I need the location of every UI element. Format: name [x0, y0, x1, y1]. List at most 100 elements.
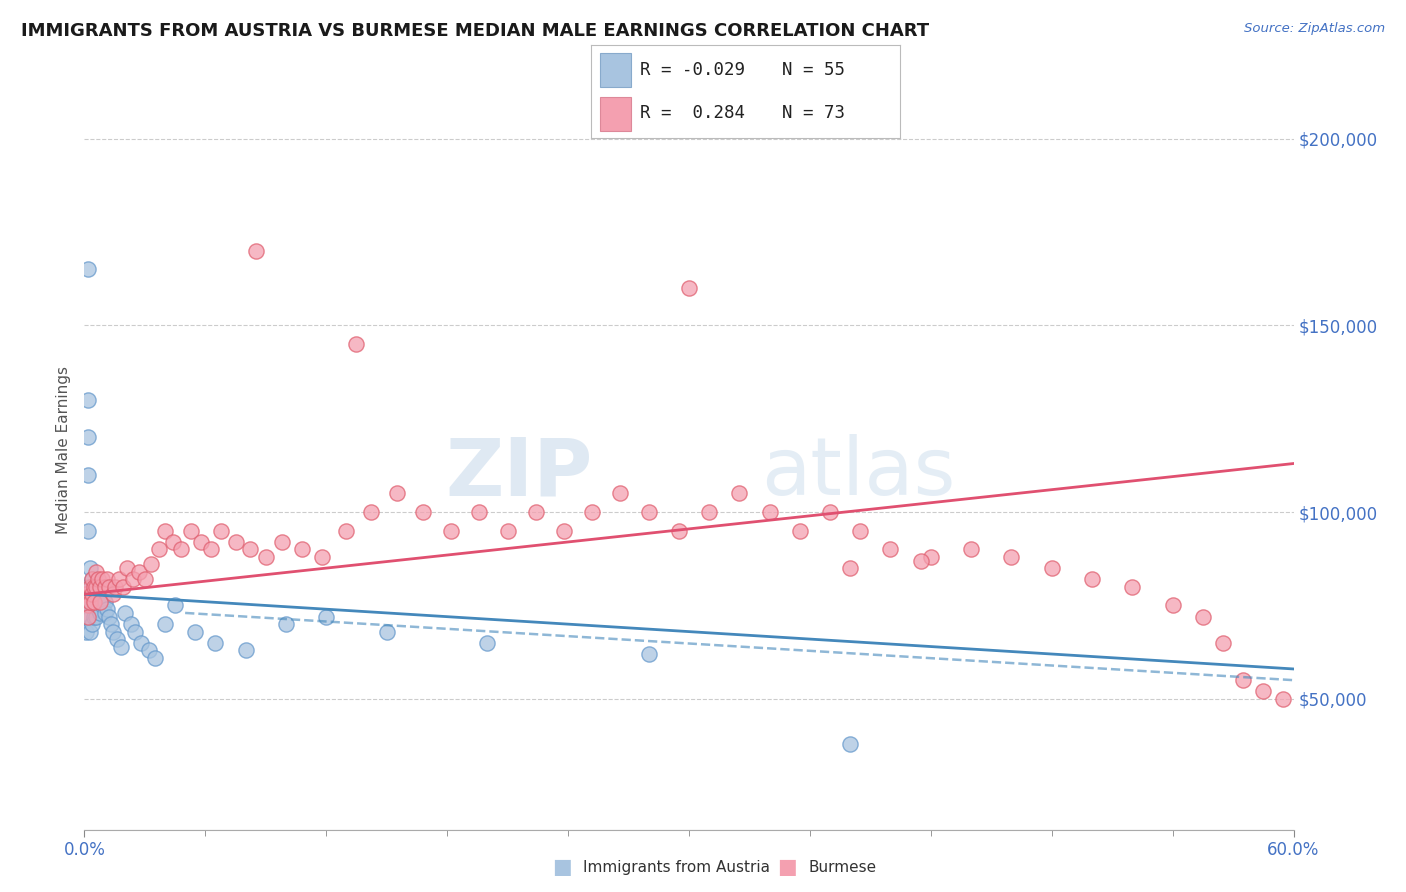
Point: [87, 572, 110, 586]
Point: [468, 505, 491, 519]
Point: [138, 643, 160, 657]
Point: [77, 599, 100, 613]
Point: [960, 542, 983, 557]
Point: [375, 624, 398, 639]
Text: N = 73: N = 73: [782, 104, 845, 122]
Point: [82, 599, 104, 613]
Point: [77, 609, 100, 624]
Point: [1232, 673, 1254, 688]
Point: [97, 609, 120, 624]
Point: [115, 561, 138, 575]
Point: [134, 572, 156, 586]
Point: [93, 595, 115, 609]
Point: [101, 624, 124, 639]
Point: [77, 524, 100, 538]
Point: [920, 549, 942, 564]
Point: [79, 561, 101, 575]
Point: [346, 337, 368, 351]
Point: [235, 643, 257, 657]
Point: [315, 609, 337, 624]
Point: [93, 606, 115, 620]
Point: [77, 392, 100, 407]
Text: IMMIGRANTS FROM AUSTRIA VS BURMESE MEDIAN MALE EARNINGS CORRELATION CHART: IMMIGRANTS FROM AUSTRIA VS BURMESE MEDIA…: [21, 22, 929, 40]
Point: [120, 617, 142, 632]
Point: [107, 572, 129, 586]
Point: [83, 609, 105, 624]
Point: [581, 505, 603, 519]
Point: [849, 524, 872, 538]
Point: [101, 587, 124, 601]
Text: N = 55: N = 55: [782, 61, 845, 78]
Point: [82, 572, 104, 586]
Point: [97, 580, 120, 594]
Point: [79, 580, 101, 594]
Point: [209, 524, 232, 538]
Point: [818, 505, 841, 519]
Point: [184, 624, 207, 639]
Point: [139, 558, 162, 572]
Point: [86, 580, 108, 594]
Point: [75, 587, 97, 601]
Point: [82, 617, 104, 632]
Point: [91, 572, 114, 586]
Point: [153, 617, 176, 632]
Point: [77, 262, 100, 277]
Point: [79, 624, 101, 639]
Point: [204, 636, 226, 650]
Point: [758, 505, 780, 519]
Point: [83, 580, 105, 594]
Point: [100, 617, 122, 632]
Point: [637, 505, 659, 519]
Point: [89, 606, 111, 620]
Point: [83, 580, 105, 594]
Point: [239, 542, 262, 557]
Point: [77, 430, 100, 444]
Text: atlas: atlas: [762, 434, 956, 512]
Point: [86, 587, 108, 601]
Point: [609, 486, 631, 500]
Point: [254, 549, 277, 564]
Point: [412, 505, 434, 519]
Point: [553, 524, 575, 538]
Point: [637, 647, 659, 661]
Point: [162, 535, 184, 549]
Point: [89, 595, 111, 609]
Point: [82, 587, 104, 601]
Text: Immigrants from Austria: Immigrants from Austria: [583, 860, 770, 874]
Point: [1081, 572, 1104, 586]
Point: [311, 549, 333, 564]
Point: [496, 524, 519, 538]
Point: [79, 609, 101, 624]
Text: Source: ZipAtlas.com: Source: ZipAtlas.com: [1244, 22, 1385, 36]
Point: [86, 599, 108, 613]
Bar: [600, 97, 631, 131]
Point: [291, 542, 314, 557]
Point: [128, 565, 150, 579]
Point: [697, 505, 720, 519]
Point: [114, 606, 136, 620]
Text: ZIP: ZIP: [444, 434, 592, 512]
Point: [153, 524, 176, 538]
Point: [524, 505, 547, 519]
Point: [110, 640, 132, 654]
Point: [105, 632, 128, 646]
Point: [839, 737, 862, 751]
Point: [678, 281, 700, 295]
Point: [879, 542, 901, 557]
Point: [93, 580, 115, 594]
Point: [245, 244, 267, 258]
Point: [1272, 691, 1295, 706]
Point: [121, 572, 143, 586]
Point: [86, 609, 108, 624]
Point: [789, 524, 811, 538]
Point: [75, 609, 97, 624]
Point: [270, 535, 292, 549]
Point: [360, 505, 382, 519]
Point: [190, 535, 212, 549]
Point: [440, 524, 463, 538]
Point: [96, 572, 118, 586]
Text: ■: ■: [553, 857, 572, 877]
Point: [180, 524, 202, 538]
Point: [89, 580, 111, 594]
Point: [83, 595, 105, 609]
